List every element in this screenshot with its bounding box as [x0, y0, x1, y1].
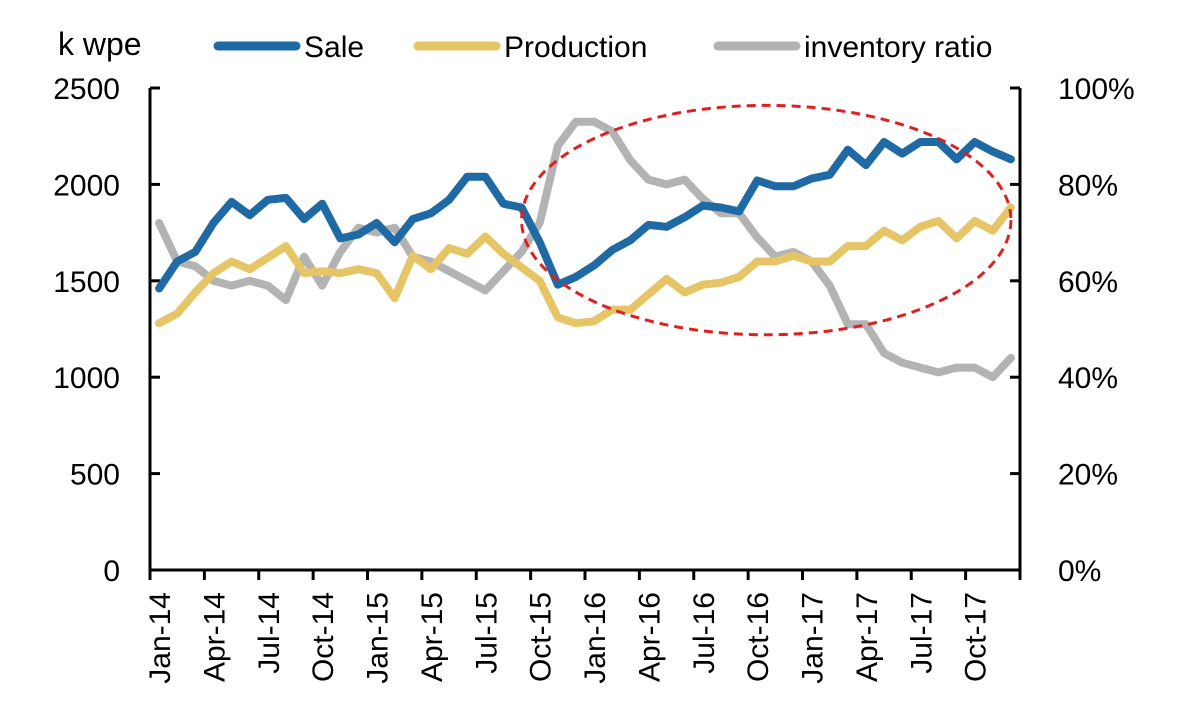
x-tick-label: Jan-14: [144, 592, 177, 684]
left-tick-label: 1000: [53, 362, 120, 395]
x-tick-label: Oct-16: [742, 592, 775, 682]
right-tick-label: 100%: [1058, 73, 1135, 106]
x-tick-label: Apr-15: [416, 592, 449, 682]
x-tick-label: Oct-15: [525, 592, 558, 682]
left-tick-label: 1500: [53, 266, 120, 299]
annotation: [520, 103, 1013, 337]
left-tick-label: 2000: [53, 169, 120, 202]
x-tick-label: Apr-17: [851, 592, 884, 682]
x-tick-label: Jul-15: [470, 592, 503, 674]
series-lines: [155, 117, 1015, 382]
left-tick-label: 0: [103, 555, 120, 588]
right-tick-label: 80%: [1058, 169, 1118, 202]
legend-label-sale: Sale: [304, 31, 364, 64]
legend-label-inventory-ratio: inventory ratio: [804, 31, 992, 64]
right-tick-label: 20%: [1058, 459, 1118, 492]
series-line-production: [155, 203, 1015, 328]
y-axis-unit-label: k wpe: [58, 26, 142, 62]
x-tick-label: Jul-14: [253, 592, 286, 674]
right-tick-label: 0%: [1058, 555, 1101, 588]
axes: 0 500 1000 1500 2000 2500 0% 20% 40% 60% 80% 100% Ja…: [53, 26, 1134, 684]
right-tick-label: 60%: [1058, 266, 1118, 299]
annotation-dashed-ellipse: [520, 103, 1013, 337]
x-tick-label: Jan-16: [579, 592, 612, 684]
legend: Sale Production inventory ratio: [213, 31, 992, 64]
x-tick-label: Jan-15: [362, 592, 395, 684]
left-tick-label: 500: [70, 459, 120, 492]
left-tick-label: 2500: [53, 73, 120, 106]
x-tick-label: Apr-16: [633, 592, 666, 682]
right-tick-label: 40%: [1058, 362, 1118, 395]
x-tick-label: Jul-16: [688, 592, 721, 674]
x-tick-label: Jul-17: [905, 592, 938, 674]
x-tick-label: Oct-17: [960, 592, 993, 682]
series-line-sale: [155, 138, 1015, 293]
x-tick-label: Apr-14: [198, 592, 231, 682]
x-tick-label: Jan-17: [797, 592, 830, 684]
legend-label-production: Production: [504, 31, 647, 64]
x-tick-label: Oct-14: [307, 592, 340, 682]
